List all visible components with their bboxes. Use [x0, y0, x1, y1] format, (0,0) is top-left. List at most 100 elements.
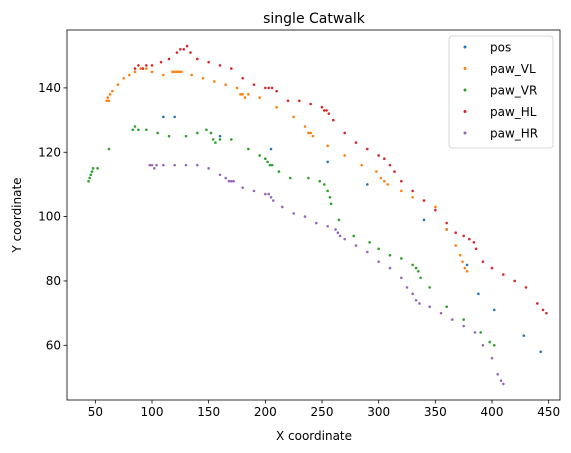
data-point: [133, 125, 137, 128]
data-point: [454, 231, 458, 234]
data-point: [400, 189, 403, 193]
data-point: [137, 128, 140, 132]
data-point: [541, 308, 545, 312]
data-point: [107, 147, 111, 151]
data-point: [434, 205, 437, 209]
data-point: [239, 93, 242, 96]
y-tick-label: 140: [38, 81, 61, 95]
data-point: [454, 244, 458, 247]
data-point: [241, 93, 244, 96]
y-tick-label: 120: [38, 145, 61, 159]
data-point: [247, 147, 250, 151]
data-point: [477, 292, 480, 296]
chart-title: single Catwalk: [263, 11, 366, 27]
data-point: [96, 167, 99, 170]
data-point: [343, 131, 346, 135]
data-point: [326, 189, 329, 193]
data-point: [462, 324, 465, 328]
data-point: [524, 286, 528, 289]
data-point: [388, 253, 392, 257]
data-point: [522, 334, 526, 337]
data-point: [414, 266, 418, 270]
data-point: [492, 308, 496, 312]
data-point: [338, 234, 342, 238]
data-point: [309, 131, 312, 135]
data-point: [116, 83, 120, 86]
data-point: [458, 253, 462, 257]
data-point: [393, 170, 396, 173]
data-point: [128, 73, 131, 77]
data-point: [90, 170, 94, 173]
plot-area: [87, 44, 548, 386]
data-point: [241, 76, 244, 80]
data-point: [145, 128, 148, 132]
data-point: [286, 99, 290, 103]
data-point: [315, 221, 318, 225]
data-point: [173, 115, 176, 119]
data-point: [258, 96, 261, 99]
data-point: [400, 179, 403, 183]
data-point: [167, 57, 171, 61]
data-point: [375, 170, 378, 173]
data-point: [303, 125, 307, 128]
data-point: [472, 241, 476, 244]
data-point: [267, 192, 271, 196]
data-point: [227, 179, 231, 183]
data-point: [473, 331, 477, 334]
data-point: [383, 179, 386, 183]
data-point: [173, 163, 176, 167]
data-point: [91, 167, 95, 170]
data-point: [162, 163, 165, 167]
data-point: [152, 167, 156, 170]
data-point: [465, 263, 469, 267]
data-point: [141, 67, 145, 70]
data-point: [490, 266, 494, 270]
data-point: [105, 99, 108, 103]
data-point: [354, 244, 358, 247]
data-point: [230, 67, 233, 70]
data-point: [269, 147, 273, 151]
data-point: [322, 183, 326, 186]
legend-marker: [463, 110, 467, 113]
data-point: [264, 192, 267, 196]
data-point: [177, 70, 181, 74]
data-point: [343, 154, 346, 157]
data-point: [366, 147, 369, 151]
x-tick-label: 100: [141, 405, 164, 419]
data-point: [106, 96, 110, 99]
data-point: [88, 176, 91, 180]
data-point: [268, 163, 272, 167]
data-point: [383, 157, 386, 160]
legend-label: paw_HL: [490, 105, 537, 119]
data-point: [336, 231, 340, 234]
data-point: [133, 70, 137, 74]
data-point: [108, 93, 112, 96]
data-point: [185, 44, 189, 48]
data-point: [502, 273, 505, 276]
data-point: [288, 176, 292, 180]
legend-label: paw_VR: [490, 84, 537, 98]
data-point: [145, 64, 148, 67]
data-point: [298, 99, 301, 103]
data-point: [325, 109, 328, 112]
data-point: [379, 176, 383, 180]
data-point: [434, 208, 437, 212]
x-tick-label: 250: [311, 405, 334, 419]
data-point: [269, 196, 273, 199]
data-point: [230, 179, 233, 183]
data-point: [209, 131, 213, 135]
data-point: [332, 118, 335, 122]
data-point: [428, 286, 431, 289]
data-point: [180, 70, 183, 74]
data-point: [162, 115, 165, 119]
data-point: [326, 144, 329, 148]
data-point: [207, 60, 210, 64]
data-point: [545, 311, 548, 315]
data-point: [196, 163, 199, 167]
data-point: [156, 131, 159, 135]
data-point: [445, 221, 448, 225]
data-point: [329, 202, 333, 206]
data-point: [148, 163, 152, 167]
data-point: [411, 292, 414, 296]
